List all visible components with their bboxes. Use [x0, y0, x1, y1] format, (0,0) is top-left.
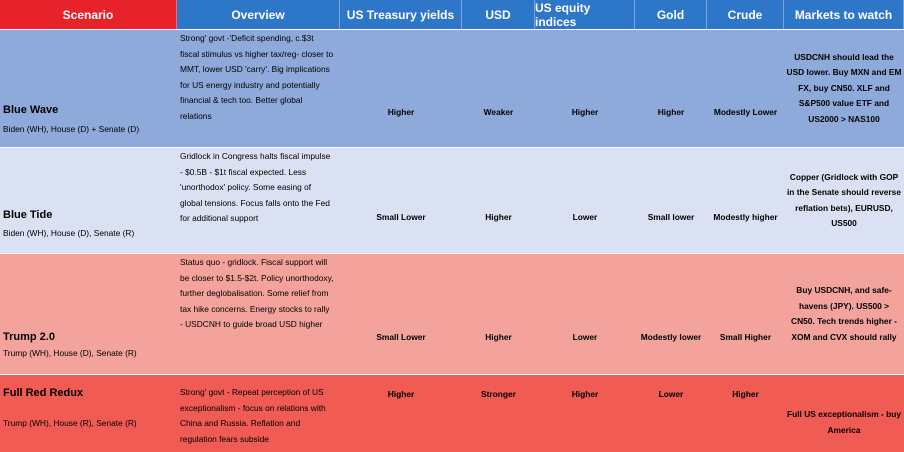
header-scenario: Scenario — [0, 0, 177, 29]
markets-cell: Full US exceptionalism - buy America — [784, 374, 904, 452]
treasury-cell: Higher — [340, 29, 462, 147]
scenario-cell: Full Red Redux Trump (WH), House (R), Se… — [0, 374, 177, 452]
overview-cell: Strong' govt -'Deficit spending, c.$3t f… — [177, 29, 340, 147]
treasury-value: Small Lower — [376, 212, 426, 222]
usd-cell: Higher — [462, 253, 535, 374]
usd-value: Stronger — [481, 389, 516, 399]
scenario-name: Trump 2.0 — [3, 331, 55, 343]
treasury-value: Higher — [387, 389, 415, 399]
header-markets-to-watch: Markets to watch — [784, 0, 904, 29]
equity-value: Lower — [572, 212, 598, 222]
scenario-name: Blue Wave — [3, 104, 59, 116]
gold-cell: Modestly lower — [635, 253, 707, 374]
scenario-cell: Blue Tide Biden (WH), House (D), Senate … — [0, 147, 177, 253]
scenario-composition: Biden (WH), House (D) + Senate (D) — [3, 124, 140, 134]
gold-value: Higher — [657, 107, 685, 117]
usd-cell: Higher — [462, 147, 535, 253]
crude-cell: Higher — [707, 374, 784, 452]
header-equity-indices: US equity indices — [535, 0, 635, 29]
gold-cell: Small lower — [635, 147, 707, 253]
crude-value: Higher — [732, 389, 759, 399]
header-overview: Overview — [177, 0, 340, 29]
treasury-value: Small Lower — [376, 332, 426, 342]
gold-value: Modestly lower — [640, 332, 702, 342]
overview-cell: Gridlock in Congress halts fiscal impuls… — [177, 147, 340, 253]
gold-cell: Higher — [635, 29, 707, 147]
crude-cell: Modestly Lower — [707, 29, 784, 147]
header-crude: Crude — [707, 0, 784, 29]
scenario-composition: Trump (WH), House (D), Senate (R) — [3, 348, 137, 358]
usd-value: Higher — [485, 332, 512, 342]
markets-cell: USDCNH should lead the USD lower. Buy MX… — [784, 29, 904, 147]
treasury-cell: Small Lower — [340, 253, 462, 374]
scenario-composition: Trump (WH), House (R), Senate (R) — [3, 418, 137, 428]
equity-value: Higher — [571, 389, 599, 399]
usd-cell: Stronger — [462, 374, 535, 452]
equity-value: Higher — [571, 107, 599, 117]
usd-cell: Weaker — [462, 29, 535, 147]
overview-cell: Status quo - gridlock. Fiscal support wi… — [177, 253, 340, 374]
scenario-name: Blue Tide — [3, 209, 53, 221]
crude-value: Modestly higher — [713, 212, 778, 222]
usd-value: Weaker — [483, 107, 514, 117]
scenario-cell: Trump 2.0 Trump (WH), House (D), Senate … — [0, 253, 177, 374]
header-usd: USD — [462, 0, 535, 29]
overview-cell: Strong' govt - Repeat perception of US e… — [177, 374, 340, 452]
equity-cell: Higher — [535, 29, 635, 147]
scenario-name: Full Red Redux — [3, 387, 84, 399]
header-treasury-yields: US Treasury yields — [340, 0, 462, 29]
equity-value: Lower — [572, 332, 598, 342]
equity-cell: Higher — [535, 374, 635, 452]
crude-cell: Modestly higher — [707, 147, 784, 253]
crude-value: Small Higher — [719, 332, 772, 342]
equity-cell: Lower — [535, 147, 635, 253]
header-gold: Gold — [635, 0, 707, 29]
gold-value: Small lower — [647, 212, 695, 222]
gold-cell: Lower — [635, 374, 707, 452]
treasury-cell: Higher — [340, 374, 462, 452]
treasury-cell: Small Lower — [340, 147, 462, 253]
markets-cell: Copper (Gridlock with GOP in the Senate … — [784, 147, 904, 253]
treasury-value: Higher — [387, 107, 415, 117]
gold-value: Lower — [658, 389, 684, 399]
crude-value: Modestly Lower — [713, 107, 778, 117]
crude-cell: Small Higher — [707, 253, 784, 374]
equity-cell: Lower — [535, 253, 635, 374]
usd-value: Higher — [485, 212, 512, 222]
markets-cell: Buy USDCNH, and safe-havens (JPY). US500… — [784, 253, 904, 374]
scenario-composition: Biden (WH), House (D), Senate (R) — [3, 228, 135, 238]
scenario-cell: Blue Wave Biden (WH), House (D) + Senate… — [0, 29, 177, 147]
